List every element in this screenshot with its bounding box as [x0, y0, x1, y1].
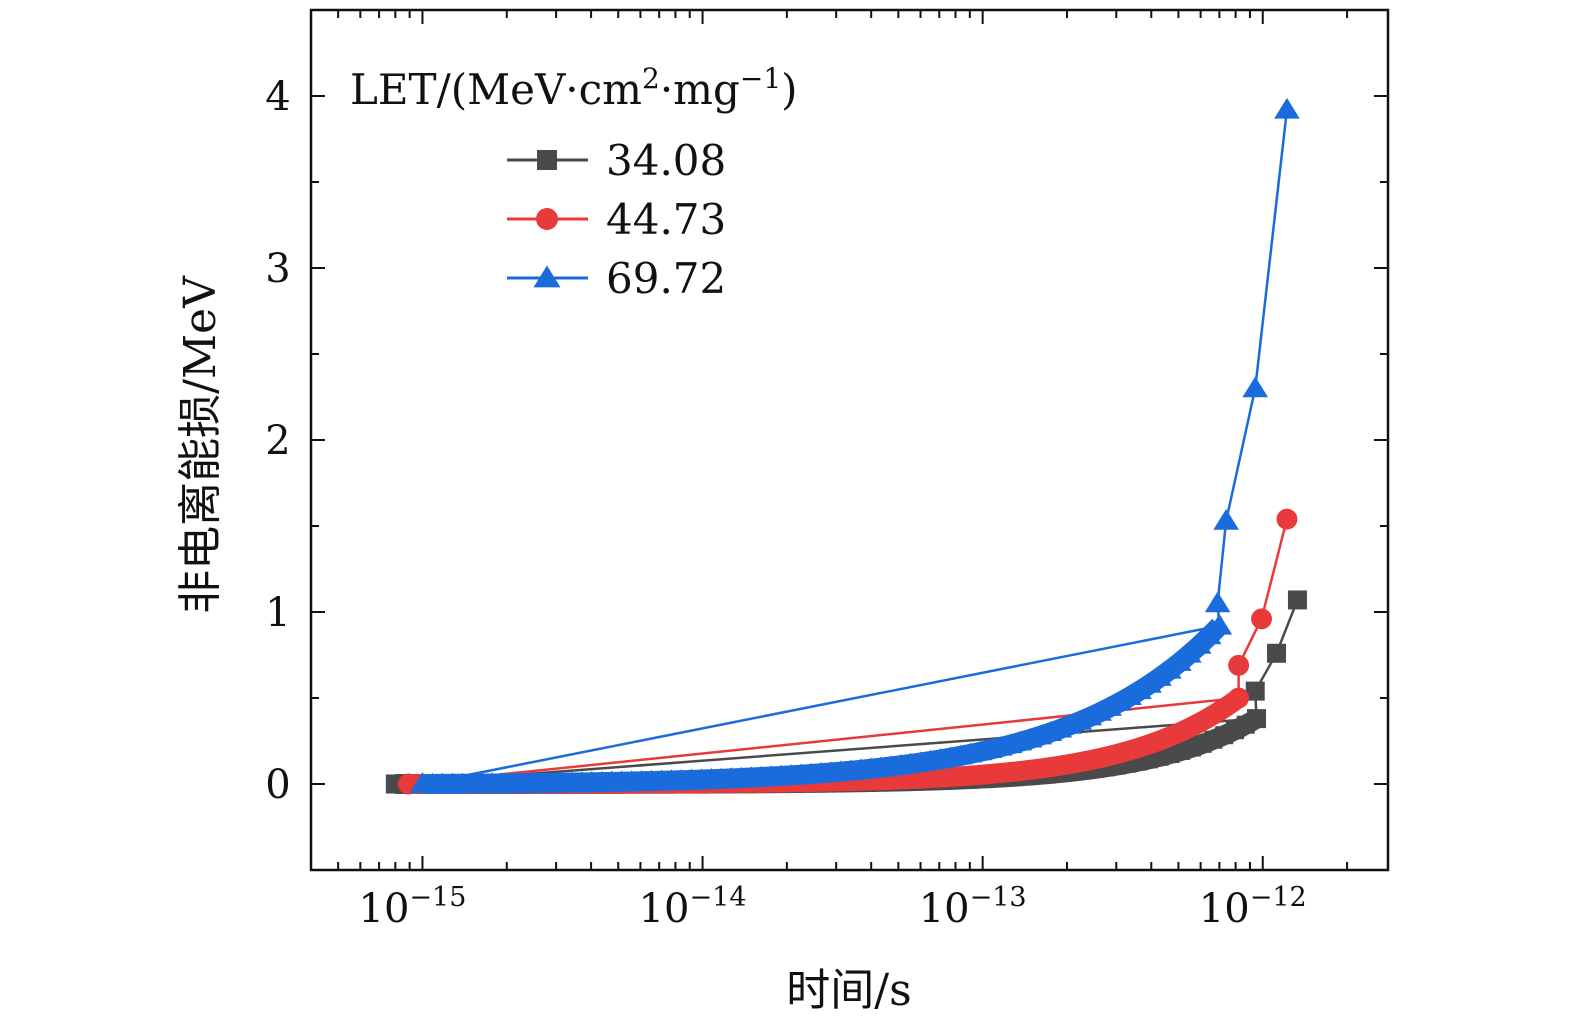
legend-label: 69.72 [606, 254, 726, 303]
legend-item-44.73: 44.73 [507, 195, 726, 244]
data-point [409, 772, 436, 793]
data-point [1251, 608, 1272, 630]
data-point [1228, 654, 1250, 676]
y-axis-title: 非电离能损/MeV [175, 275, 226, 614]
legend-marker [533, 265, 561, 288]
legend-label: 44.73 [606, 195, 726, 244]
legend: LET/(MeV·cm2·mg−1) 34.08 44.73 69.72 [350, 62, 798, 303]
x-tick-label: 10−14 [639, 882, 747, 932]
data-point [1267, 643, 1287, 663]
x-tick-label: 10−12 [1199, 882, 1307, 932]
y-tick-label: 0 [265, 762, 290, 808]
series-layer [385, 97, 1307, 795]
y-tick-label: 4 [265, 74, 290, 120]
series-69.72 [409, 97, 1300, 794]
x-axis: 10−15 10−14 10−13 10−12 [310, 10, 1349, 932]
data-point [1242, 376, 1269, 398]
data-point [1247, 709, 1267, 729]
band-marker [1117, 685, 1142, 706]
data-point [1206, 613, 1233, 635]
y-tick-label: 1 [265, 590, 290, 636]
y-tick-label: 3 [265, 246, 290, 292]
legend-title: LET/(MeV·cm2·mg−1) [350, 62, 798, 114]
legend-marker [537, 150, 557, 170]
x-tick-label: 10−13 [919, 882, 1027, 932]
data-point [1213, 508, 1239, 530]
series-line [422, 109, 1289, 786]
data-point [1245, 681, 1265, 701]
x-axis-title: 时间/s [786, 965, 911, 1016]
data-point [1204, 591, 1231, 613]
y-axis: 0 1 2 3 4 [265, 9, 1388, 871]
data-point [1287, 590, 1307, 610]
band-marker [1107, 690, 1132, 711]
legend-item-69.72: 69.72 [507, 254, 726, 303]
data-point [1276, 508, 1298, 530]
data-point [1274, 97, 1300, 119]
legend-label: 34.08 [606, 136, 726, 185]
y-tick-label: 2 [265, 418, 290, 464]
data-point [1228, 687, 1250, 709]
x-tick-label: 10−15 [359, 882, 467, 932]
band-marker [1097, 696, 1122, 716]
legend-item-34.08: 34.08 [507, 136, 726, 185]
legend-marker [536, 208, 558, 230]
